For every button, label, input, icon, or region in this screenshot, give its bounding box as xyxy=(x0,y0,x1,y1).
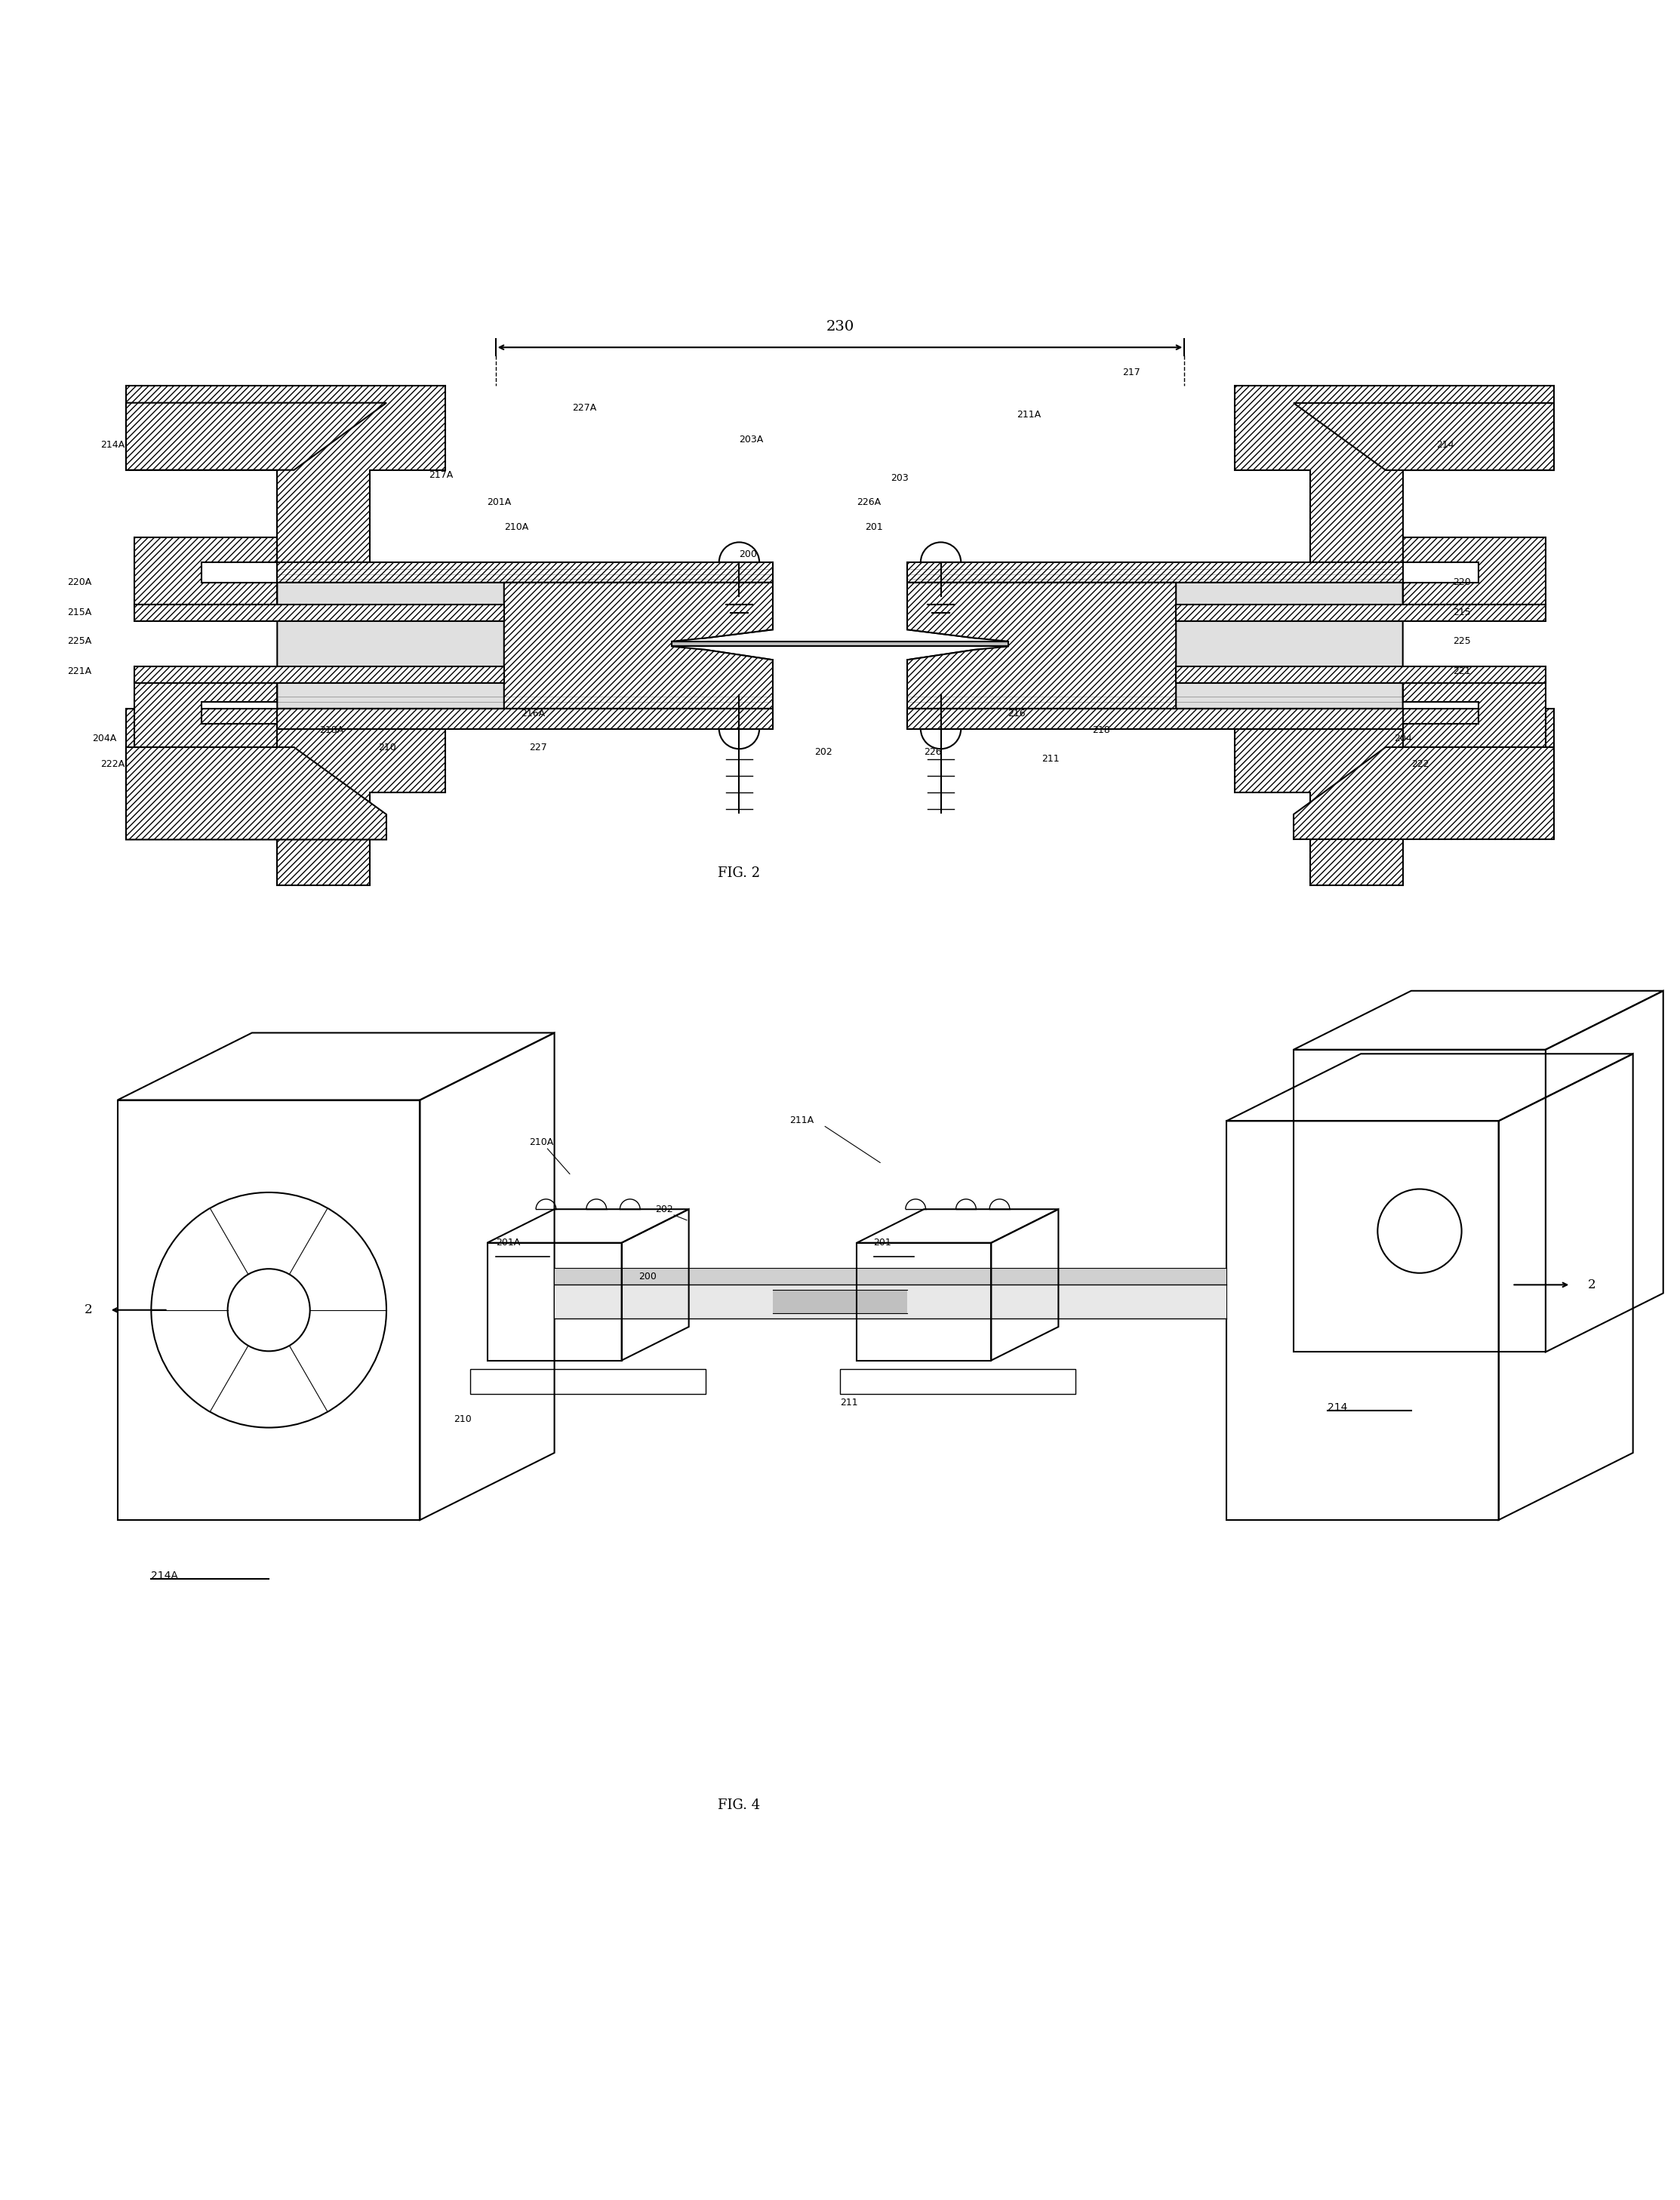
Text: 210A: 210A xyxy=(504,521,528,532)
Polygon shape xyxy=(1403,680,1546,748)
Polygon shape xyxy=(134,667,504,684)
Text: 202: 202 xyxy=(655,1203,674,1214)
Text: 203A: 203A xyxy=(739,436,763,444)
Polygon shape xyxy=(277,563,773,583)
Text: 216: 216 xyxy=(1008,708,1026,719)
Text: 214: 214 xyxy=(1436,440,1455,449)
Text: 210: 210 xyxy=(378,741,396,752)
Text: 218: 218 xyxy=(1092,726,1110,735)
Text: 227A: 227A xyxy=(573,403,596,414)
Polygon shape xyxy=(1403,537,1546,605)
Text: 201A: 201A xyxy=(487,497,511,506)
Polygon shape xyxy=(907,583,1403,708)
Polygon shape xyxy=(134,605,504,620)
Text: 204A: 204A xyxy=(92,735,116,744)
Polygon shape xyxy=(672,642,1008,647)
Bar xyxy=(840,1368,1075,1395)
Polygon shape xyxy=(907,583,1176,708)
Text: 227: 227 xyxy=(529,741,548,752)
Text: 2: 2 xyxy=(1588,1278,1596,1291)
Text: 214A: 214A xyxy=(151,1571,178,1582)
Text: 214: 214 xyxy=(1327,1401,1347,1412)
Polygon shape xyxy=(1176,605,1546,620)
Text: FIG. 2: FIG. 2 xyxy=(717,867,761,880)
Text: 217: 217 xyxy=(1122,367,1141,378)
Text: 2: 2 xyxy=(84,1305,92,1316)
Polygon shape xyxy=(134,537,277,605)
Bar xyxy=(470,1368,706,1395)
Polygon shape xyxy=(1235,708,1554,884)
Bar xyxy=(857,1243,991,1360)
Text: 222A: 222A xyxy=(101,759,124,770)
Text: 221A: 221A xyxy=(67,667,91,678)
Text: 215: 215 xyxy=(1453,607,1472,618)
Polygon shape xyxy=(126,748,386,840)
Text: 201: 201 xyxy=(874,1239,892,1247)
Text: 204: 204 xyxy=(1394,735,1413,744)
Polygon shape xyxy=(907,563,1403,583)
Text: 226A: 226A xyxy=(857,497,880,506)
Bar xyxy=(1226,1122,1499,1520)
Text: 226: 226 xyxy=(924,748,942,757)
Polygon shape xyxy=(277,708,773,728)
Text: 225: 225 xyxy=(1453,636,1472,647)
Text: 210A: 210A xyxy=(529,1137,553,1146)
Text: 211: 211 xyxy=(1042,755,1060,763)
Text: 200: 200 xyxy=(739,550,758,559)
Text: 225A: 225A xyxy=(67,636,91,647)
Text: 214A: 214A xyxy=(101,440,124,449)
Polygon shape xyxy=(907,708,1403,728)
Text: 230: 230 xyxy=(827,321,853,334)
Text: 216A: 216A xyxy=(521,708,544,719)
Text: 217A: 217A xyxy=(428,471,452,480)
Text: 201: 201 xyxy=(865,521,884,532)
Text: 218A: 218A xyxy=(319,726,343,735)
Text: 210: 210 xyxy=(454,1415,472,1423)
Text: 215A: 215A xyxy=(67,607,91,618)
Polygon shape xyxy=(504,583,773,708)
Text: 220A: 220A xyxy=(67,579,91,587)
Polygon shape xyxy=(1176,667,1546,684)
Text: 211: 211 xyxy=(840,1397,858,1408)
Text: 221: 221 xyxy=(1453,667,1472,678)
Bar xyxy=(1294,1049,1546,1353)
Text: 211A: 211A xyxy=(1016,409,1040,420)
Polygon shape xyxy=(1294,748,1554,840)
Text: 201A: 201A xyxy=(496,1239,519,1247)
Bar xyxy=(487,1243,622,1360)
Polygon shape xyxy=(1235,385,1554,563)
Text: 211A: 211A xyxy=(790,1115,813,1124)
Polygon shape xyxy=(126,403,386,471)
Text: 203: 203 xyxy=(890,473,909,484)
Polygon shape xyxy=(277,583,773,708)
Text: FIG. 4: FIG. 4 xyxy=(717,1800,761,1813)
Text: 220: 220 xyxy=(1453,579,1472,587)
Text: 222: 222 xyxy=(1411,759,1430,770)
Text: 202: 202 xyxy=(815,748,833,757)
Text: 200: 200 xyxy=(638,1272,657,1280)
Polygon shape xyxy=(126,708,445,884)
Polygon shape xyxy=(126,385,445,563)
Polygon shape xyxy=(1294,403,1554,471)
Polygon shape xyxy=(134,680,277,748)
Bar xyxy=(118,1100,420,1520)
